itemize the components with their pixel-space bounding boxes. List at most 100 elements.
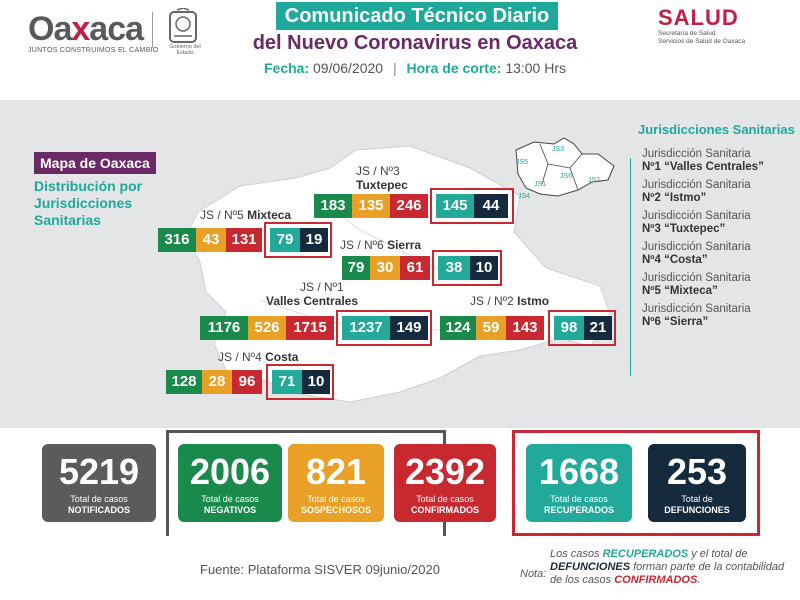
js1-recuperados: 1237	[342, 316, 390, 340]
inset-js6: JS6	[560, 173, 572, 180]
js6-sospechosos: 30	[370, 256, 400, 280]
map-tag: Mapa de Oaxaca	[34, 152, 156, 174]
inset-js1: JS1	[534, 181, 546, 188]
total-defunciones-cap1: Total de	[681, 494, 713, 504]
total-negativos-value: 2006	[189, 451, 271, 492]
total-sospechosos-value: 821	[305, 451, 367, 492]
header: Oaxaca JUNTOS CONSTRUIMOS EL CAMBIO Gobi…	[0, 0, 800, 92]
js3-frame	[430, 188, 514, 224]
js1-defunciones: 149	[390, 316, 428, 340]
total-sospechosos-cap1: Total de casos	[307, 494, 365, 504]
legend-title: Jurisdicciones Sanitarias	[638, 122, 795, 137]
total-confirmados-value: 2392	[404, 451, 486, 492]
total-confirmados-cap2: CONFIRMADOS	[411, 505, 479, 515]
js5-frame	[264, 222, 332, 258]
page-subtitle: del Nuevo Coronavirus en Oaxaca	[252, 32, 578, 54]
confirmed-breakdown-frame	[512, 430, 760, 536]
total-sospechosos-card: 821 Total de casos SOSPECHOSOS	[288, 444, 384, 522]
legend-item: Jurisdicción Sanitaria Nº5 “Mixteca”	[642, 272, 751, 297]
salud-wordmark: SALUD	[658, 5, 739, 30]
js3-confirmados: 246	[390, 194, 428, 218]
js1-confirmados: 1715	[286, 316, 334, 340]
total-recuperados-card: 1668 Total de casos RECUPERADOS	[526, 444, 632, 522]
total-defunciones-card: 253 Total de DEFUNCIONES	[648, 444, 746, 522]
fecha-label: Fecha:	[263, 60, 310, 76]
js1-notificados: 1176	[200, 316, 248, 340]
total-confirmados-cap1: Total de casos	[416, 494, 474, 504]
js2-label: JS / Nº2 Istmo	[470, 294, 550, 308]
js5-label: JS / Nº5 Mixteca	[200, 208, 292, 222]
total-recuperados-value: 1668	[538, 451, 620, 492]
logo-divider	[152, 12, 153, 48]
js3-defunciones: 44	[474, 194, 508, 218]
js1-name: Valles Centrales	[266, 294, 359, 308]
legend-item: Jurisdicción Sanitaria Nº2 “Istmo”	[642, 179, 751, 204]
js3-sospechosos: 135	[352, 194, 390, 218]
jurisdictions-legend: Jurisdicciones Sanitarias Jurisdicción S…	[626, 122, 796, 376]
js5-confirmados: 131	[226, 228, 262, 252]
total-sospechosos-cap2: SOSPECHOSOS	[300, 505, 372, 515]
js2-notificados: 124	[440, 316, 476, 340]
inset-js2: JS2	[588, 177, 600, 184]
total-notificados-value: 5219	[58, 451, 140, 492]
js4-defunciones: 10	[302, 370, 330, 394]
js2-sospechosos: 59	[476, 316, 506, 340]
legend-item: Jurisdicción Sanitaria Nº3 “Tuxtepec”	[642, 210, 751, 235]
total-recuperados-cap1: Total de casos	[550, 494, 608, 504]
hora-value: 13:00 Hrs	[505, 60, 567, 76]
js5-defunciones: 19	[300, 228, 328, 252]
logo-tagline: JUNTOS CONSTRUIMOS EL CAMBIO	[28, 47, 159, 54]
js4-confirmados: 96	[232, 370, 262, 394]
state-seal-icon	[169, 8, 197, 43]
total-notificados-cap2: NOTIFICADOS	[68, 505, 130, 515]
js6-recuperados: 38	[438, 256, 470, 280]
inset-js3: JS3	[552, 146, 564, 153]
js1-sospechosos: 526	[248, 316, 286, 340]
total-negativos-card: 2006 Total de casos NEGATIVOS	[178, 444, 282, 522]
page-title: Comunicado Técnico Diario	[276, 2, 558, 30]
js4-label: JS / Nº4 Costa	[218, 350, 299, 364]
total-recuperados-cap2: RECUPERADOS	[543, 505, 614, 515]
js3-name: Tuxtepec	[356, 178, 408, 192]
inset-js4: JS4	[518, 193, 530, 200]
legend-item: Jurisdicción Sanitaria Nº4 “Costa”	[642, 241, 751, 266]
js4-sospechosos: 28	[202, 370, 232, 394]
salud-sub1: Secretaría de Salud	[658, 30, 716, 37]
total-notificados-cap1: Total de casos	[70, 494, 128, 504]
js6-notificados: 79	[342, 256, 370, 280]
salud-sub2: Servicios de Salud de Oaxaca	[658, 38, 746, 45]
js4-frame	[266, 364, 334, 400]
js6-label: JS / Nº6 Sierra	[340, 238, 422, 252]
oaxaca-logo: Oaxaca JUNTOS CONSTRUIMOS EL CAMBIO	[28, 12, 159, 54]
js6-frame	[432, 250, 502, 286]
date-line: Fecha: 09/06/2020 | Hora de corte: 13:00…	[220, 60, 610, 76]
note-text: Los casos RECUPERADOS y el total de DEFU…	[550, 548, 785, 586]
legend-item: Jurisdicción Sanitaria Nº1 “Valles Centra…	[642, 148, 764, 173]
js2-frame	[548, 310, 616, 346]
hora-label: Hora de corte:	[406, 60, 502, 76]
source-note: Fuente: Plataforma SISVER 09junio/2020	[200, 562, 440, 577]
note-label: Nota:	[520, 568, 547, 580]
js3-label: JS / Nº3	[356, 164, 400, 178]
seal-caption: Gobierno del Estado	[169, 44, 201, 56]
js3-notificados: 183	[314, 194, 352, 218]
js1-label: JS / Nº1	[300, 280, 344, 294]
salud-logo: SALUD Secretaría de Salud Servicios de S…	[658, 6, 778, 46]
legend-item: Jurisdicción Sanitaria Nº6 “Sierra”	[642, 303, 751, 328]
js1-frame	[336, 310, 432, 346]
legend-rule	[630, 158, 631, 376]
total-confirmados-card: 2392 Total de casos CONFIRMADOS	[394, 444, 496, 522]
total-negativos-cap1: Total de casos	[201, 494, 259, 504]
total-negativos-cap2: NEGATIVOS	[203, 505, 257, 515]
logo-wordmark: Oaxaca	[28, 10, 144, 48]
total-defunciones-cap2: DEFUNCIONES	[664, 505, 730, 515]
inset-map: JS3 JS5 JS1 JS6 JS2 JS4	[515, 137, 615, 200]
map-subtitle: Distribución por Jurisdicciones Sanitari…	[34, 178, 143, 228]
js5-sospechosos: 43	[196, 228, 226, 252]
js2-confirmados: 143	[506, 316, 544, 340]
js4-notificados: 128	[166, 370, 202, 394]
js4-recuperados: 71	[272, 370, 302, 394]
js6-confirmados: 61	[400, 256, 430, 280]
js5-notificados: 316	[158, 228, 196, 252]
js3-recuperados: 145	[436, 194, 474, 218]
